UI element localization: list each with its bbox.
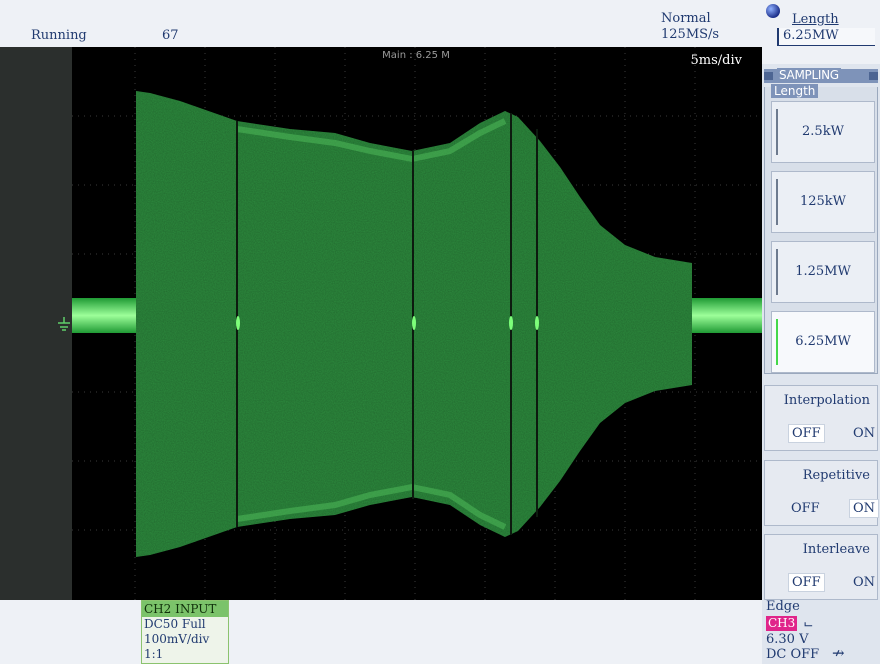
trigger-coupling: DC OFF [766,647,820,662]
right-menu-panel: Length 6.25MW SAMPLING Length 2.5kW 125k… [762,0,880,664]
run-state: Running [31,28,87,43]
header-cap-left [764,72,773,80]
interleave-label: Interleave [802,542,870,557]
length-option-2.5kw[interactable]: 2.5kW [771,101,875,163]
center-markers [236,316,539,330]
trigger-level: 6.30 V [766,632,809,647]
ground-marker-icon[interactable] [58,317,70,331]
length-option-1.25mw[interactable]: 1.25MW [771,241,875,303]
channel-coupling: DC50 Full [144,617,206,631]
sample-rate: 125MS/s [661,27,720,42]
acq-mode: Normal [661,11,711,26]
upper-rim [236,118,507,163]
baseline-left [72,298,136,333]
waveform-display[interactable]: Main : 6.25 M 5ms/div [0,47,762,600]
noise-reject-icon: ↛ [832,644,845,662]
interleave-on[interactable]: ON [853,575,876,590]
length-option-6.25mw[interactable]: 6.25MW [771,311,875,373]
sampling-title: SAMPLING [777,68,841,82]
bottom-info-bar: CH2 INPUT DC50 Full 100mV/div 1:1 [0,600,762,664]
header-cap-right [869,72,878,80]
repetitive-off[interactable]: OFF [791,501,820,516]
trigger-source-badge: CH3 [766,616,798,631]
repetitive-on[interactable]: ON [849,499,880,518]
timebase-label: 5ms/div [691,53,743,68]
channel-info-ch2[interactable]: CH2 INPUT DC50 Full 100mV/div 1:1 [141,600,229,664]
trigger-type: Edge [766,599,800,614]
sampling-menu-header: SAMPLING [764,68,878,83]
interpolation-off[interactable]: OFF [788,424,825,443]
repetitive-label: Repetitive [802,468,870,483]
length-group: Length 2.5kW 125kW 1.25MW 6.25MW [764,84,878,374]
falling-edge-icon: ⨽ [804,613,813,631]
main-label: Main : 6.25 M [382,50,450,61]
lower-rim [236,483,507,530]
interpolation-toggle[interactable]: Interpolation OFF ON [764,385,878,451]
interleave-toggle[interactable]: Interleave OFF ON [764,534,878,600]
length-title: Length [792,12,839,27]
interpolation-label: Interpolation [783,393,870,408]
acquisition-count: 67 [162,28,179,43]
length-group-label: Length [771,84,819,98]
status-bar: Running 67 Normal 125MS/s [0,0,762,47]
interpolation-on[interactable]: ON [853,426,876,441]
repetitive-toggle[interactable]: Repetitive OFF ON [764,460,880,526]
acquisition-info: Normal 125MS/s [661,11,719,43]
length-value: 6.25MW [777,28,875,46]
length-knob-display[interactable]: Length 6.25MW [762,0,880,64]
channel-probe: 1:1 [144,647,164,661]
trigger-info[interactable]: Edge CH3 ⨽ 6.30 V DC OFF ↛ [764,598,880,664]
knob-icon [766,4,780,18]
length-option-125kw[interactable]: 125kW [771,171,875,233]
baseline-right [692,298,762,333]
channel-header: CH2 INPUT [142,601,228,617]
interleave-off[interactable]: OFF [788,573,825,592]
channel-scale: 100mV/div [144,632,210,646]
